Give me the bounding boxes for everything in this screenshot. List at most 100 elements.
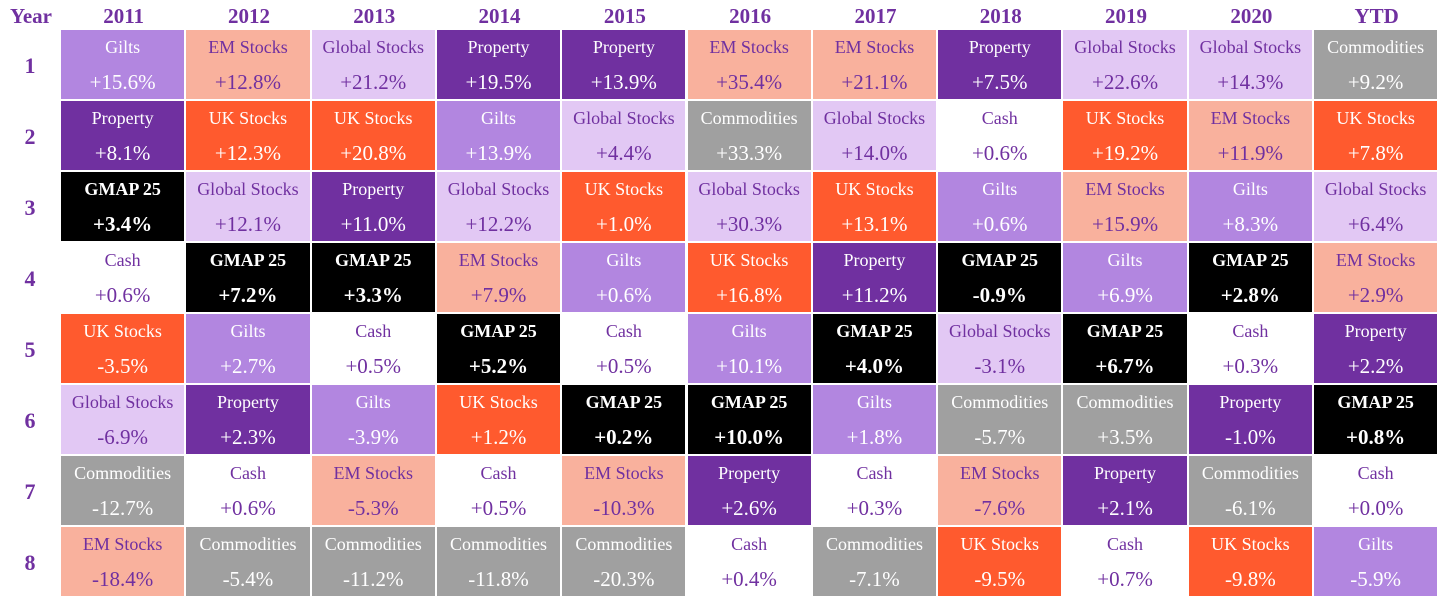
return-value: +2.9% (1314, 283, 1437, 307)
asset-name: EM Stocks (562, 463, 685, 483)
asset-name: EM Stocks (1063, 179, 1186, 199)
return-value: -5.7% (938, 425, 1061, 449)
asset-name: GMAP 25 (562, 392, 685, 412)
table-cell: Commodities -11.2% (312, 527, 435, 596)
table-cell: Gilts -5.9% (1314, 527, 1437, 596)
table-cell: Commodities -7.1% (813, 527, 936, 596)
return-value: +0.8% (1314, 425, 1437, 449)
asset-name: Property (61, 108, 184, 128)
asset-name: Global Stocks (1063, 37, 1186, 57)
table-cell: Commodities +9.2% (1314, 30, 1437, 99)
table-cell: Global Stocks -3.1% (938, 314, 1061, 383)
column-header: 2016 (688, 0, 813, 29)
return-value: +2.8% (1189, 283, 1312, 307)
table-cell: UK Stocks +1.2% (437, 385, 560, 454)
table-cell: GMAP 25 +2.8% (1189, 243, 1312, 312)
return-value: +0.4% (688, 567, 811, 591)
table-cell: Global Stocks +12.1% (186, 172, 309, 241)
asset-name: UK Stocks (688, 250, 811, 270)
asset-name: GMAP 25 (437, 321, 560, 341)
table-cell: Property +13.9% (562, 30, 685, 99)
table-cell: UK Stocks +19.2% (1063, 101, 1186, 170)
return-value: +2.6% (688, 496, 811, 520)
return-value: -7.1% (813, 567, 936, 591)
asset-name: Gilts (562, 250, 685, 270)
return-value: +15.6% (61, 70, 184, 94)
column-header: 2012 (186, 0, 311, 29)
asset-name: Cash (1063, 534, 1186, 554)
table-cell: Property +19.5% (437, 30, 560, 99)
asset-name: Commodities (1189, 463, 1312, 483)
table-cell: UK Stocks +13.1% (813, 172, 936, 241)
table-cell: Gilts +6.9% (1063, 243, 1186, 312)
table-cell: Gilts +0.6% (938, 172, 1061, 241)
asset-name: Gilts (813, 392, 936, 412)
asset-name: Commodities (437, 534, 560, 554)
asset-name: Global Stocks (938, 321, 1061, 341)
return-value: -0.9% (938, 283, 1061, 307)
asset-name: Gilts (1189, 179, 1312, 199)
table-cell: Global Stocks +12.2% (437, 172, 560, 241)
asset-name: Property (186, 392, 309, 412)
table-cell: Global Stocks +30.3% (688, 172, 811, 241)
table-cell: Global Stocks +22.6% (1063, 30, 1186, 99)
table-cell: Cash +0.6% (186, 456, 309, 525)
table-cell: Property +2.6% (688, 456, 811, 525)
return-value: +12.3% (186, 141, 309, 165)
table-cell: Cash +0.5% (562, 314, 685, 383)
asset-name: UK Stocks (61, 321, 184, 341)
column-header: 2017 (813, 0, 938, 29)
row-label: 2 (0, 101, 60, 172)
return-value: +33.3% (688, 141, 811, 165)
table-cell: Cash +0.4% (688, 527, 811, 596)
asset-name: Commodities (813, 534, 936, 554)
table-cell: Cash +0.5% (437, 456, 560, 525)
return-value: +5.2% (437, 354, 560, 378)
table-cell: Property +11.0% (312, 172, 435, 241)
asset-name: Property (437, 37, 560, 57)
return-value: +11.9% (1189, 141, 1312, 165)
table-cell: Gilts -3.9% (312, 385, 435, 454)
return-value: +0.6% (61, 283, 184, 307)
asset-name: UK Stocks (938, 534, 1061, 554)
return-value: +2.1% (1063, 496, 1186, 520)
table-cell: Global Stocks +6.4% (1314, 172, 1437, 241)
return-value: +0.6% (562, 283, 685, 307)
table-cell: Property -1.0% (1189, 385, 1312, 454)
return-value: +8.3% (1189, 212, 1312, 236)
asset-name: Cash (61, 250, 184, 270)
table-cell: GMAP 25 +0.8% (1314, 385, 1437, 454)
table-cell: UK Stocks -9.8% (1189, 527, 1312, 596)
table-cell: EM Stocks +11.9% (1189, 101, 1312, 170)
table-cell: UK Stocks +12.3% (186, 101, 309, 170)
asset-name: EM Stocks (61, 534, 184, 554)
return-value: +14.0% (813, 141, 936, 165)
asset-name: Cash (437, 463, 560, 483)
return-value: -11.8% (437, 567, 560, 591)
table-cell: Gilts +8.3% (1189, 172, 1312, 241)
return-value: +7.8% (1314, 141, 1437, 165)
table-cell: GMAP 25 +0.2% (562, 385, 685, 454)
asset-name: UK Stocks (1314, 108, 1437, 128)
table-cell: UK Stocks -9.5% (938, 527, 1061, 596)
return-value: +8.1% (61, 141, 184, 165)
table-cell: EM Stocks +21.1% (813, 30, 936, 99)
table-cell: GMAP 25 +5.2% (437, 314, 560, 383)
asset-name: Property (1314, 321, 1437, 341)
asset-name: Global Stocks (437, 179, 560, 199)
asset-name: GMAP 25 (1189, 250, 1312, 270)
table-cell: EM Stocks +15.9% (1063, 172, 1186, 241)
return-value: +10.1% (688, 354, 811, 378)
column-header: 2020 (1189, 0, 1314, 29)
return-value: +0.6% (938, 212, 1061, 236)
return-value: +21.1% (813, 70, 936, 94)
asset-name: Commodities (186, 534, 309, 554)
return-value: +3.5% (1063, 425, 1186, 449)
table-cell: Gilts +2.7% (186, 314, 309, 383)
asset-name: Commodities (938, 392, 1061, 412)
table-cell: EM Stocks +12.8% (186, 30, 309, 99)
asset-name: UK Stocks (1063, 108, 1186, 128)
column-header: 2019 (1063, 0, 1188, 29)
return-value: +20.8% (312, 141, 435, 165)
return-value: +7.2% (186, 283, 309, 307)
